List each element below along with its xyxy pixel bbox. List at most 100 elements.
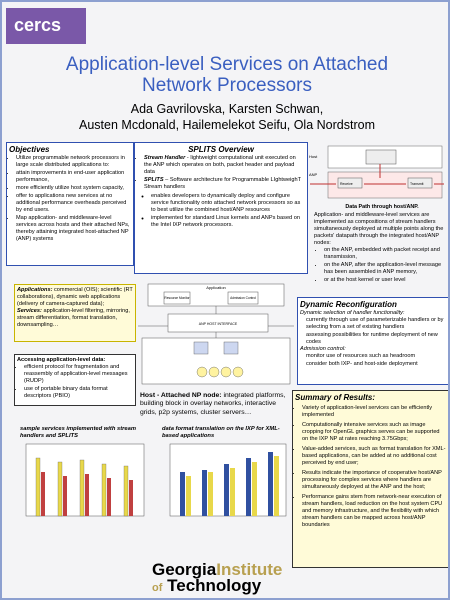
footer-logo: GeorgiaInstitute of Technology <box>152 560 302 596</box>
logo-line: of Technology <box>152 576 302 596</box>
layer <box>141 337 291 385</box>
text: – Software architecture for Programmable… <box>144 176 301 190</box>
bar-shape <box>252 462 257 516</box>
decor-bars <box>35 457 129 517</box>
label: ANP <box>309 172 318 177</box>
label: Application <box>206 285 226 290</box>
word: Georgia <box>152 560 217 579</box>
bar-shape <box>35 457 41 517</box>
accessing: Accessing application-level data: effici… <box>14 354 136 406</box>
subheading: Admission control: <box>300 345 346 352</box>
bar-shape <box>41 472 45 516</box>
bar-shape <box>85 474 89 516</box>
block <box>365 149 397 165</box>
item: efficient protocol for fragmentation and… <box>24 364 133 385</box>
decor-bars <box>41 472 133 516</box>
item: Map application- and middleware-level se… <box>16 215 131 243</box>
bar-shape <box>202 470 207 516</box>
label: Transmit <box>410 182 424 186</box>
item: Computationally intensive services such … <box>302 422 447 443</box>
logo: cercs <box>6 8 86 44</box>
block <box>337 177 363 189</box>
bar-shape <box>224 464 229 516</box>
decor-bars <box>186 456 279 516</box>
label: ANP HOST INTERFACE <box>199 322 238 326</box>
block <box>223 341 239 355</box>
block <box>407 177 433 189</box>
bar-shape <box>107 478 111 516</box>
engine <box>208 366 220 378</box>
item: Results indicate the importance of coope… <box>302 470 447 491</box>
bar-shape <box>57 461 63 517</box>
bar-shape <box>246 458 251 516</box>
caption: data format translation on the IXP for X… <box>162 426 280 440</box>
author-line: Ada Gavrilovska, Karsten Schwan, <box>130 102 324 116</box>
item: Utilize programmable network processors … <box>16 155 131 169</box>
subitem: enables developers to dynamically deploy… <box>151 193 305 214</box>
term: Stream Handler <box>144 155 186 161</box>
bar-shape <box>63 476 67 516</box>
caption: sample services implemented with stream … <box>20 426 136 440</box>
block <box>227 291 259 305</box>
figure-plot <box>169 443 287 517</box>
decor-bars <box>180 452 273 516</box>
summary: Summary of Results: Variety of applicati… <box>292 390 448 568</box>
label: Admission Control <box>230 296 256 300</box>
word: Technology <box>167 576 262 596</box>
item: attain improvements in end-user applicat… <box>16 170 131 184</box>
item: Value-added services, such as format tra… <box>302 446 447 467</box>
layer <box>167 313 269 333</box>
text: commercial (OIS); scientific (RT collabo… <box>17 287 133 307</box>
term: Services: <box>17 307 42 314</box>
label: Host <box>309 154 318 159</box>
term: SPLITS <box>144 176 164 183</box>
item: currently through use of parameterizable… <box>306 316 444 330</box>
bar-shape <box>101 463 107 517</box>
bar-shape <box>180 472 185 516</box>
heading: Dynamic Reconfiguration <box>300 300 397 309</box>
datapath-text: Application- and middleware-level servic… <box>314 212 444 285</box>
author-line: Austen Mcdonald, Hailemelekot Seifu, Ola… <box>79 117 375 132</box>
path-arrow <box>310 164 444 185</box>
paragraph: Application- and middleware-level servic… <box>314 212 444 246</box>
item: use of portable binary data format descr… <box>24 386 133 400</box>
item: or at the host kernel or user level <box>324 277 444 284</box>
item: more efficiently utilize host system cap… <box>16 185 131 192</box>
item: Performance gains stem from network-near… <box>302 494 447 529</box>
bar-shape <box>208 472 213 516</box>
label: Resource Monitor <box>164 296 190 300</box>
text: integrated platforms, building block in … <box>140 392 286 416</box>
term: Applications: <box>17 287 53 293</box>
item: consider both IXP- and host-side deploym… <box>306 360 418 367</box>
bar-shape <box>123 465 129 517</box>
item: on the ANP, embedded with packet receipt… <box>324 247 444 261</box>
bar-shape <box>268 452 273 516</box>
word: of <box>152 582 163 595</box>
objectives: Objectives Utilize programmable network … <box>6 142 134 266</box>
text: application-level filtering, mirroring, … <box>17 307 130 328</box>
reconfig: Dynamic Reconfiguration Dynamic selectio… <box>297 297 448 385</box>
figure-plot <box>25 443 145 517</box>
item: SPLITS – Software architecture for Progr… <box>144 177 305 229</box>
subitem: implemented for standard Linux kernels a… <box>151 215 305 229</box>
applications: Applications: commercial (OIS); scientif… <box>14 284 136 342</box>
block <box>193 341 209 355</box>
caption: Data Path through host/ANP. <box>345 204 419 210</box>
architecture-diagram: Application Resource Monitor Admission C… <box>138 283 294 385</box>
bar-shape <box>186 476 191 516</box>
text: - lightweight computational unit execute… <box>144 155 296 175</box>
title: Application-level Services on Attached N… <box>65 54 389 97</box>
item: monitor use of resources such as headroo… <box>306 352 416 359</box>
logo-line: GeorgiaInstitute <box>152 560 302 579</box>
splits: SPLITS Overview Stream Handler - lightwe… <box>134 142 308 274</box>
bar-shape <box>79 459 85 517</box>
subheading: Dynamic selection of handler functionali… <box>300 310 405 316</box>
label: Receive <box>340 182 353 186</box>
word: Institute <box>216 560 283 579</box>
bar-shape <box>230 468 235 516</box>
block <box>163 291 191 305</box>
engine <box>232 366 244 378</box>
bar-shape <box>129 480 133 516</box>
